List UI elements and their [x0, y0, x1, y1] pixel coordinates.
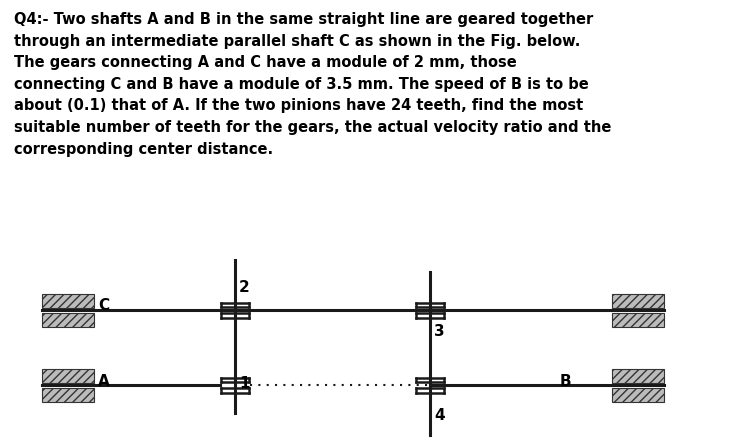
Text: C: C: [98, 299, 109, 313]
Bar: [42, 294, 94, 307]
Bar: [42, 368, 94, 383]
Text: Q4:- Two shafts A and B in the same straight line are geared together
through an: Q4:- Two shafts A and B in the same stra…: [14, 12, 612, 157]
Text: 1: 1: [239, 376, 250, 392]
Text: A: A: [98, 373, 110, 388]
Bar: [42, 388, 94, 401]
Bar: [612, 294, 664, 307]
Bar: [42, 312, 94, 327]
Bar: [612, 312, 664, 327]
Text: B: B: [560, 373, 572, 388]
Text: 3: 3: [434, 324, 445, 340]
Bar: [612, 368, 664, 383]
Bar: [612, 388, 664, 401]
Text: 2: 2: [239, 280, 250, 295]
Text: 4: 4: [434, 408, 445, 422]
